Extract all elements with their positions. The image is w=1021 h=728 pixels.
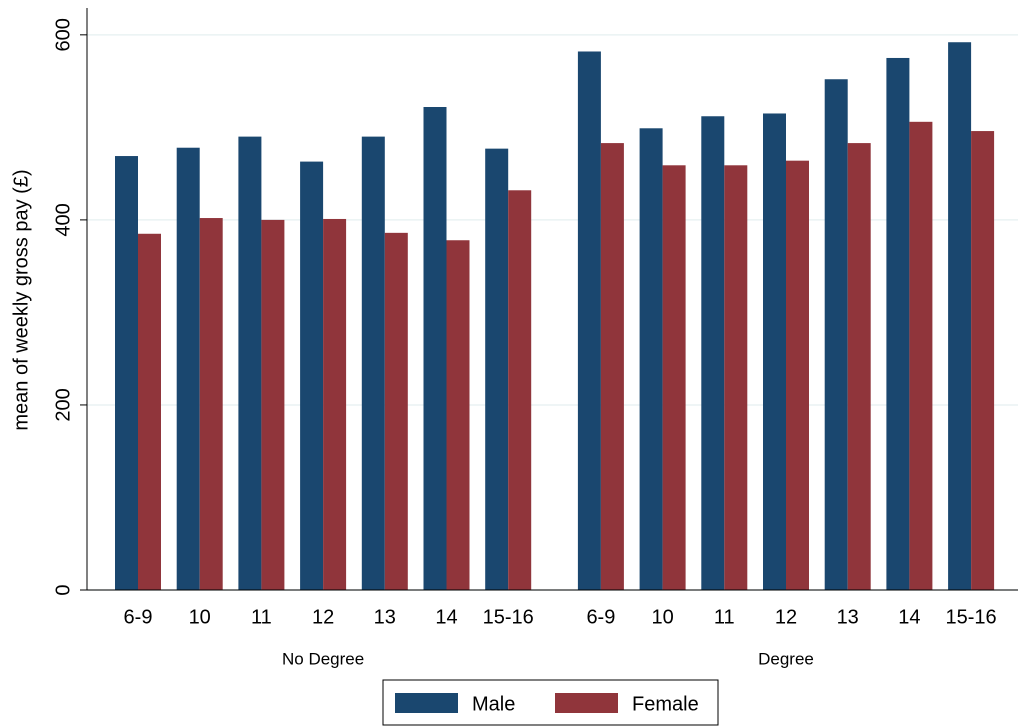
- legend-label: Male: [472, 693, 515, 715]
- bar: [423, 107, 447, 591]
- x-tick-label: 15-16: [483, 606, 534, 628]
- bar: [600, 143, 624, 590]
- x-tick-label: 15-16: [946, 606, 997, 628]
- bar: [446, 240, 470, 591]
- bar: [948, 42, 972, 591]
- x-tick-label: 11: [714, 606, 735, 628]
- group-label: Degree: [758, 649, 814, 668]
- bar: [662, 165, 686, 590]
- legend-swatch: [395, 693, 458, 713]
- legend-box: [382, 679, 719, 726]
- bar: [508, 190, 532, 590]
- x-tick-label: 6-9: [586, 606, 615, 628]
- bar: [639, 128, 663, 590]
- legend-label: Female: [632, 693, 699, 715]
- y-tick-label: 400: [52, 203, 74, 236]
- x-tick-label: 14: [898, 606, 920, 628]
- x-tick-label: 11: [251, 606, 272, 628]
- bar: [384, 232, 408, 591]
- y-tick-label: 200: [52, 388, 74, 421]
- bar: [323, 218, 347, 590]
- y-tick-label: 600: [52, 18, 74, 51]
- x-tick-label: 13: [837, 606, 859, 628]
- bar: [786, 160, 809, 591]
- bar: [261, 219, 285, 590]
- bar: [238, 136, 262, 590]
- bar: [847, 143, 871, 590]
- x-tick-label: 12: [775, 606, 797, 628]
- bar: [361, 136, 385, 590]
- bar: [824, 79, 848, 590]
- bar: [115, 156, 138, 591]
- bar: [138, 233, 161, 590]
- bar: [199, 218, 223, 591]
- x-tick-label: 14: [435, 606, 457, 628]
- x-tick-label: 12: [312, 606, 334, 628]
- bar: [176, 147, 200, 590]
- bar: [763, 113, 786, 590]
- bar: [485, 148, 509, 591]
- bar: [909, 121, 933, 591]
- bar: [701, 116, 725, 590]
- x-tick-label: 13: [374, 606, 396, 628]
- bar: [971, 131, 995, 590]
- bar: [724, 165, 748, 590]
- bar: [886, 57, 910, 590]
- bar: [577, 51, 601, 590]
- bar: [300, 161, 324, 590]
- y-axis-label: mean of weekly gross pay (£): [10, 169, 32, 430]
- x-tick-label: 6-9: [124, 606, 153, 628]
- x-tick-label: 10: [651, 606, 673, 628]
- y-tick-label: 0: [52, 584, 74, 595]
- legend-swatch: [555, 693, 618, 713]
- x-tick-label: 10: [189, 606, 211, 628]
- group-label: No Degree: [282, 649, 364, 668]
